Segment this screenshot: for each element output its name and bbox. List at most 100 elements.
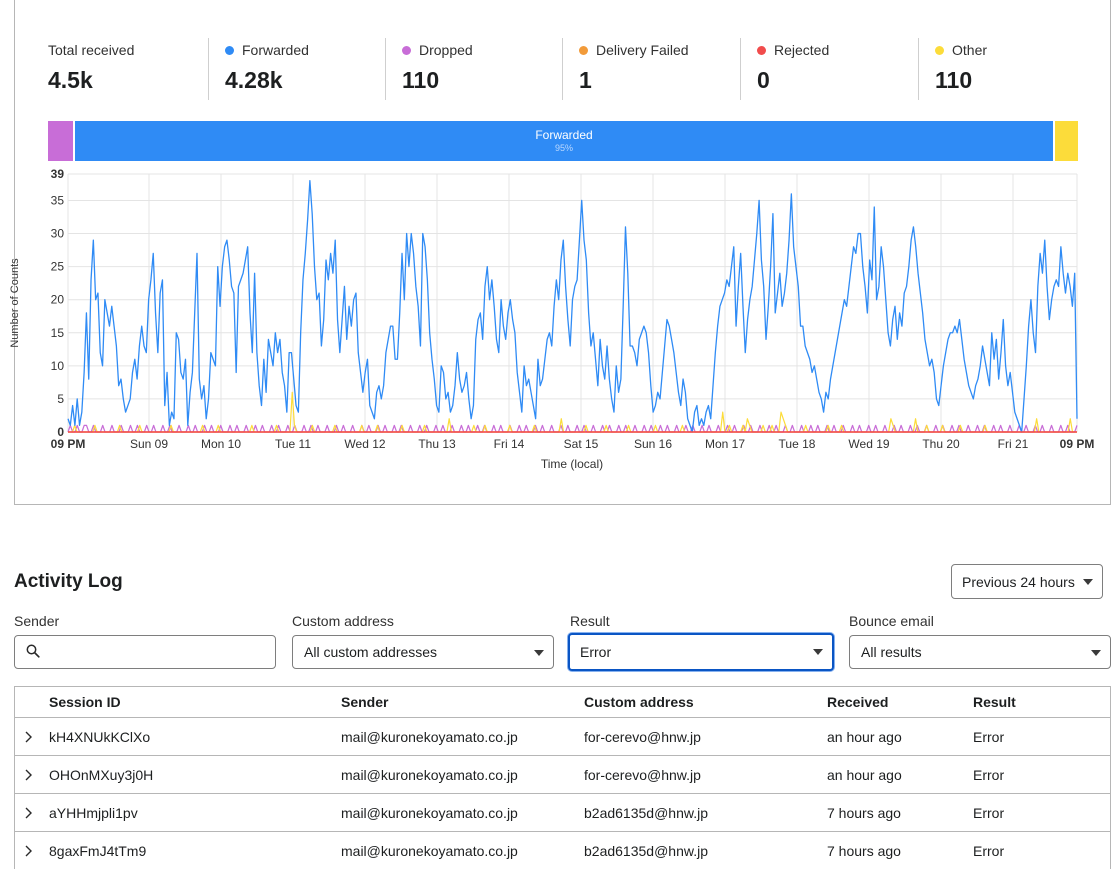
column-header-sender[interactable]: Sender [341,694,389,710]
table-row[interactable]: OHOnMXuy3j0H mail@kuronekoyamato.co.jp f… [15,756,1110,794]
bounce-email-select[interactable]: All results [849,635,1111,669]
time-range-select[interactable]: Previous 24 hours [951,564,1103,599]
series-line-forwarded [67,179,1078,433]
y-tick-label: 39 [51,167,65,181]
stats-summary: Total received 4.5k Forwarded 4.28k Drop… [48,38,1112,100]
session-id-cell: OHOnMXuy3j0H [49,766,154,783]
table-row[interactable]: kH4XNUkKClXo mail@kuronekoyamato.co.jp f… [15,718,1110,756]
bounce-select-value: All results [861,644,922,660]
x-tick-label: Mon 10 [201,437,241,451]
x-tick-label: Sun 09 [130,437,168,451]
y-axis-title: Number of Counts [9,258,21,348]
segment-label: Forwarded [535,128,593,142]
x-tick-label: Fri 21 [998,437,1029,451]
session-id-cell: aYHHmjpli1pv [49,804,138,821]
stat-other: Other 110 [918,38,1078,100]
distribution-segment-other[interactable] [1053,121,1078,161]
table-row[interactable]: aYHHmjpli1pv mail@kuronekoyamato.co.jp b… [15,794,1110,832]
sender-filter-label: Sender [14,613,60,629]
result-cell: Error [973,804,1005,821]
other-dot-icon [935,45,944,55]
stat-label: Other [952,42,988,58]
session-id-cell: kH4XNUkKClXo [49,728,151,745]
chevron-right-icon[interactable] [23,731,33,743]
y-tick-label: 15 [51,326,65,340]
caret-down-icon [1091,650,1101,656]
analytics-panel: Total received 4.5k Forwarded 4.28k Drop… [9,0,1112,505]
y-tick-label: 20 [51,293,65,307]
custom-address-select[interactable]: All custom addresses [292,635,554,669]
stat-total-received: Total received 4.5k [48,38,208,100]
received-cell: 7 hours ago [827,804,901,821]
chevron-right-icon[interactable] [23,769,33,781]
y-tick-label: 30 [51,227,65,241]
result-filter-label: Result [570,613,610,629]
received-cell: an hour ago [827,728,902,745]
custom-address-cell: for-cerevo@hnw.jp [584,766,701,783]
column-header-result[interactable]: Result [973,694,1016,710]
x-tick-label: Fri 14 [494,437,525,451]
activity-log-title: Activity Log [14,571,123,592]
x-axis-title: Time (local) [541,457,603,471]
sender-search-field[interactable] [14,635,276,669]
distribution-bar: Forwarded 95% [48,121,1078,161]
distribution-segment-dropped[interactable] [48,121,73,161]
stat-label: Rejected [774,42,830,58]
column-header-received[interactable]: Received [827,694,889,710]
result-select[interactable]: Error [568,633,834,671]
x-tick-label: Wed 19 [848,437,889,451]
delivery-failed-dot-icon [579,45,588,55]
y-tick-label: 10 [51,359,65,373]
custom-address-cell: b2ad6135d@hnw.jp [584,804,708,821]
stat-label: Forwarded [242,42,309,58]
caret-down-icon [1083,579,1093,585]
series-line-other [68,391,1077,433]
distribution-segment-forwarded[interactable]: Forwarded 95% [72,121,1054,161]
received-cell: an hour ago [827,766,902,783]
y-tick-label: 0 [57,425,64,439]
sender-cell: mail@kuronekoyamato.co.jp [341,804,518,821]
stat-dropped: Dropped 110 [385,38,562,100]
x-tick-label: Thu 20 [922,437,960,451]
y-tick-label: 5 [57,392,64,406]
sender-cell: mail@kuronekoyamato.co.jp [341,842,518,859]
stat-label: Total received [48,42,135,58]
stat-value: 4.28k [225,67,283,93]
x-tick-label: Sun 16 [634,437,672,451]
sender-cell: mail@kuronekoyamato.co.jp [341,766,518,783]
received-cell: 7 hours ago [827,842,901,859]
x-tick-label: Mon 17 [705,437,745,451]
x-tick-label: Sat 15 [564,437,599,451]
custom-address-select-value: All custom addresses [304,644,438,660]
y-tick-label: 35 [51,193,65,207]
segment-percent: 95% [554,143,573,153]
column-header-custom-address[interactable]: Custom address [584,694,694,710]
stat-delivery-failed: Delivery Failed 1 [562,38,740,100]
forwarded-dot-icon [225,45,234,55]
caret-down-icon [813,649,823,655]
column-header-session-id[interactable]: Session ID [49,694,121,710]
sender-cell: mail@kuronekoyamato.co.jp [341,728,518,745]
rejected-dot-icon [757,45,766,55]
stat-value: 0 [757,67,770,93]
stat-forwarded: Forwarded 4.28k [208,38,385,100]
search-icon [26,644,40,658]
stat-value: 110 [402,67,440,93]
activity-log-table: Session ID Sender Custom address Receive… [14,686,1111,869]
custom-address-filter-label: Custom address [292,613,394,629]
table-row[interactable]: 8gaxFmJ4tTm9 mail@kuronekoyamato.co.jp b… [15,832,1110,869]
stat-value: 110 [935,67,973,93]
x-tick-label: Thu 13 [418,437,456,451]
stat-value: 4.5k [48,67,93,93]
sender-search-input[interactable] [51,642,261,662]
x-tick-label: 09 PM [51,437,86,451]
x-tick-label: Tue 11 [275,437,311,451]
table-header-row: Session ID Sender Custom address Receive… [15,687,1110,718]
stat-label: Delivery Failed [596,42,689,58]
custom-address-cell: for-cerevo@hnw.jp [584,728,701,745]
chevron-right-icon[interactable] [23,807,33,819]
x-tick-label: Wed 12 [344,437,385,451]
dropped-dot-icon [402,45,411,55]
chevron-right-icon[interactable] [23,845,33,857]
time-range-value: Previous 24 hours [962,573,1075,590]
